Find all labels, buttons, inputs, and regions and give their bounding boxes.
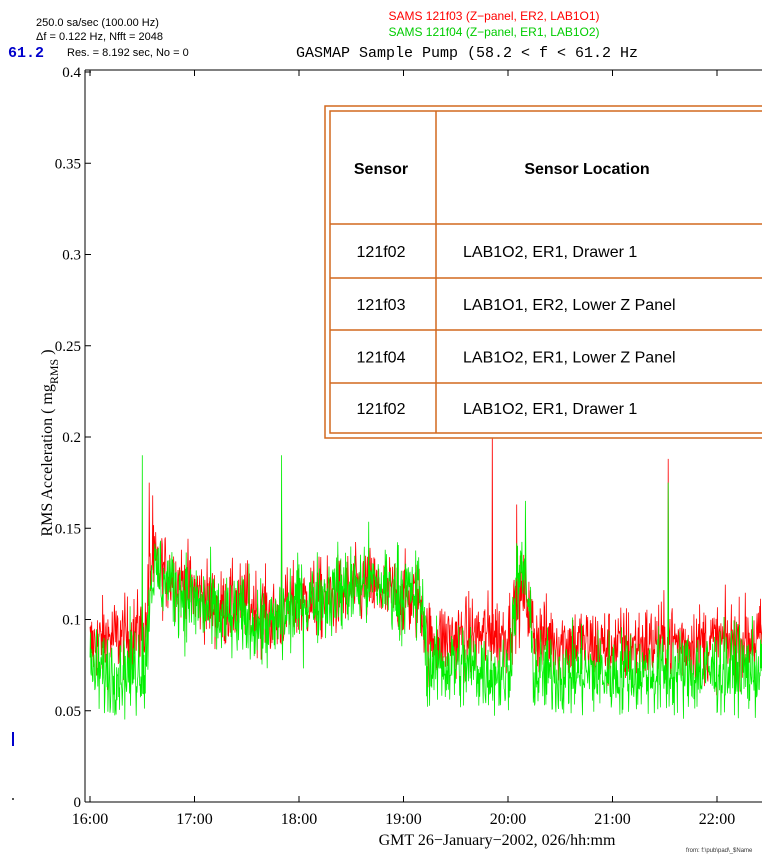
series-2-label: SAMS 121f04 (Z−panel, ER1, LAB1O2) xyxy=(388,25,599,39)
y-axis-label-main: RMS Acceleration ( mg xyxy=(39,384,56,536)
y-tick-label: 0.35 xyxy=(55,156,81,172)
x-tick-label: 16:00 xyxy=(72,811,108,828)
x-tick-label: 19:00 xyxy=(385,811,421,828)
x-tick-label: 20:00 xyxy=(490,811,526,828)
x-tick-label: 17:00 xyxy=(176,811,212,828)
y-tick-label: 0.3 xyxy=(62,248,81,264)
x-axis-label: GMT 26−January−2002, 026/hh:mm xyxy=(379,832,616,849)
table-cell-sensor: 121f02 xyxy=(357,401,406,418)
sensor-table: Sensor Sensor Location 121f02 LAB1O2, ER1, … xyxy=(324,105,762,439)
left-fragment-text: < 61.2 xyxy=(0,45,44,62)
table-cell-sensor: 121f02 xyxy=(357,244,406,261)
y-axis-label: RMS Acceleration ( mgRMS ) xyxy=(39,349,61,536)
y-tick-label: 0.15 xyxy=(55,521,81,537)
table-header-sensor: Sensor xyxy=(354,161,408,178)
time-resolution-text: Res. = 8.192 sec, No = 0 xyxy=(67,47,189,59)
y-tick-label: 0.05 xyxy=(55,704,81,720)
table-cell-location: LAB1O2, ER1, Drawer 1 xyxy=(463,244,637,261)
table-header-location: Sensor Location xyxy=(524,161,649,178)
frequency-resolution-text: Δf = 0.122 Hz, Nfft = 2048 xyxy=(36,31,163,43)
left-edge-mark xyxy=(12,732,14,746)
series-1-label: SAMS 121f03 (Z−panel, ER2, LAB1O1) xyxy=(388,9,599,23)
table-cell-location: LAB1O2, ER1, Lower Z Panel xyxy=(463,350,676,367)
y-axis-label-sub: RMS xyxy=(47,359,61,384)
y-axis-label-close: ) xyxy=(39,349,56,358)
y-tick-label: 0 xyxy=(74,795,82,811)
chart-title: GASMAP Sample Pump (58.2 < f < 61.2 Hz xyxy=(296,45,638,62)
table-cell-location: LAB1O2, ER1, Drawer 1 xyxy=(463,401,637,418)
y-tick-label: 0.25 xyxy=(55,339,81,355)
x-tick-label: 22:00 xyxy=(699,811,735,828)
y-tick-label: 0.1 xyxy=(62,613,81,629)
y-tick-label: 0.2 xyxy=(62,430,81,446)
series-line-2 xyxy=(89,455,762,720)
left-edge-dot xyxy=(12,798,14,800)
table-cell-location: LAB1O1, ER2, Lower Z Panel xyxy=(463,297,676,314)
table-cell-sensor: 121f03 xyxy=(357,297,406,314)
table-cell-sensor: 121f04 xyxy=(357,350,406,367)
svg-text:RMS Acceleration ( mgRMS ): RMS Acceleration ( mgRMS ) xyxy=(39,349,61,536)
x-tick-label: 21:00 xyxy=(594,811,630,828)
sample-rate-text: 250.0 sa/sec (100.00 Hz) xyxy=(36,17,159,29)
y-tick-label: 0.4 xyxy=(62,65,81,81)
x-tick-label: 18:00 xyxy=(281,811,317,828)
footer-note: from: f:\pub\pad\_$Name xyxy=(686,848,753,854)
table-inner-border xyxy=(329,110,762,434)
table-outer-border xyxy=(324,105,762,439)
